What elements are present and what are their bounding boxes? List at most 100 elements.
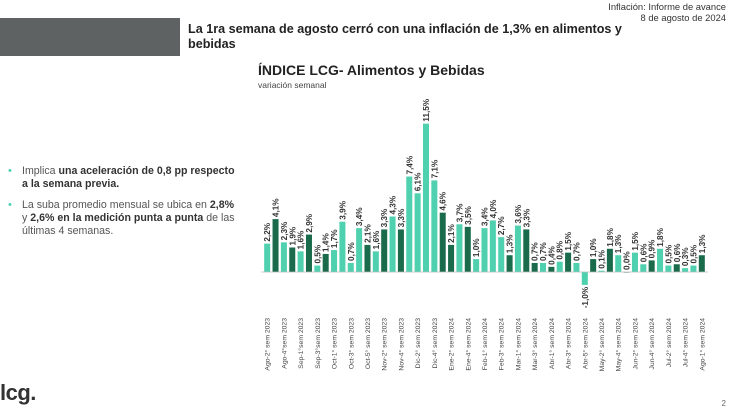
bar-value-label: 1,8% xyxy=(606,227,615,246)
category-tick-label: Sep-1°sem 2023 xyxy=(297,318,305,369)
bar xyxy=(331,250,338,272)
bar xyxy=(648,260,655,272)
header-accent-bar xyxy=(0,18,180,56)
bar xyxy=(565,252,572,272)
bar-value-label: 0,4% xyxy=(547,245,556,264)
bar-value-label: 1,4% xyxy=(322,233,331,252)
report-title: Inflación: Informe de avance xyxy=(608,1,726,12)
category-tick-label: Jul-2° sem 2024 xyxy=(665,318,673,367)
bullet-text-run: Implica xyxy=(22,165,59,177)
bar xyxy=(581,272,588,285)
bar xyxy=(389,216,396,272)
bar-value-label: 1,3% xyxy=(698,234,707,253)
bar xyxy=(556,261,563,272)
bar-value-label: 2,9% xyxy=(305,213,314,232)
bar xyxy=(631,252,638,272)
bar-value-label: 0,6% xyxy=(639,243,648,262)
bar-value-label: 1,0% xyxy=(472,238,481,257)
bar xyxy=(397,229,404,272)
bar-value-label: 0,6% xyxy=(673,243,682,262)
bar-value-label: 11,5% xyxy=(422,98,431,121)
category-tick-label: Jun-2° sem 2024 xyxy=(631,318,639,370)
chart-subtitle: variación semanal xyxy=(258,80,327,90)
bar-value-label: 4,0% xyxy=(489,199,498,218)
bar-value-label: 1,5% xyxy=(564,231,573,250)
bar-value-label: 4,3% xyxy=(389,195,398,214)
bar xyxy=(673,264,680,272)
bar xyxy=(372,251,379,272)
bar xyxy=(364,244,371,272)
bullet-text-run: una aceleración de 0,8 pp respecto a la … xyxy=(22,165,235,190)
bar-value-label: 0,5% xyxy=(664,244,673,263)
bar xyxy=(657,248,664,272)
bar xyxy=(322,253,329,272)
bar xyxy=(431,180,438,272)
category-tick-label: Oct-5° sem 2023 xyxy=(364,318,372,369)
bar-value-label: 3,3% xyxy=(522,208,531,227)
bar xyxy=(598,270,605,272)
bar xyxy=(690,265,697,272)
bar-value-label: 0,1% xyxy=(598,249,607,268)
bar xyxy=(481,228,488,272)
bar xyxy=(548,266,555,272)
category-tick-label: Oct-1° sem 2023 xyxy=(331,318,339,369)
bar xyxy=(640,264,647,272)
category-tick-label: Abr-3° sem 2024 xyxy=(565,318,573,369)
bar xyxy=(448,244,455,272)
bar xyxy=(540,262,547,272)
category-tick-label: Mar-3° sem 2024 xyxy=(531,318,539,370)
bar-value-label: 0,7% xyxy=(539,242,548,261)
bar-value-label: 1,8% xyxy=(656,227,665,246)
category-tick-label: Mar-1° sem 2024 xyxy=(514,318,522,370)
bar xyxy=(356,228,363,272)
report-info: Inflación: Informe de avance 8 de agosto… xyxy=(608,1,726,23)
bar-value-label: 7,1% xyxy=(430,159,439,178)
bar xyxy=(698,255,705,272)
bar-value-label: 3,9% xyxy=(338,200,347,219)
bar-value-label: 3,3% xyxy=(380,208,389,227)
bar-value-label: 6,1% xyxy=(414,172,423,191)
category-tick-label: Dic-2° sem 2023 xyxy=(414,318,422,369)
bullet-item: • Implica una aceleración de 0,8 pp resp… xyxy=(8,165,240,191)
bar xyxy=(514,225,521,272)
bar-value-label: 0,7% xyxy=(347,242,356,261)
bar-value-label: 2,1% xyxy=(447,224,456,243)
bar-value-label: 1,0% xyxy=(589,238,598,257)
bar xyxy=(606,248,613,272)
bar-value-label: 0,9% xyxy=(648,239,657,258)
bar-value-label: 3,7% xyxy=(455,203,464,222)
bar xyxy=(473,259,480,272)
bar-value-label: 1,9% xyxy=(288,226,297,245)
bar xyxy=(498,237,505,272)
bar xyxy=(573,262,580,272)
bar xyxy=(456,224,463,272)
bar-value-label: 0,0% xyxy=(623,251,632,270)
bullet-text-run: 2,8% xyxy=(209,199,235,211)
bar xyxy=(665,265,672,272)
bar-value-label: 4,6% xyxy=(439,191,448,210)
bar-value-label: 0,8% xyxy=(556,240,565,259)
bar-value-label: 0,3% xyxy=(681,247,690,266)
bullet-dot-icon: • xyxy=(8,199,12,211)
bar xyxy=(439,212,446,272)
bar xyxy=(615,255,622,272)
bar-value-label: 3,3% xyxy=(397,208,406,227)
bar-value-label: 1,3% xyxy=(506,234,515,253)
category-tick-label: May-4° sem 2024 xyxy=(615,318,623,372)
bar-value-label: 2,3% xyxy=(280,221,289,240)
category-tick-label: Ene-2° sem 2024 xyxy=(448,318,456,371)
bullet-text-run: La suba promedio mensual se ubica en xyxy=(22,199,210,211)
category-tick-label: Jul-4° sem 2024 xyxy=(682,318,690,367)
category-tick-label: Ago-4°sem 2023 xyxy=(280,318,288,369)
bullet-dot-icon: • xyxy=(8,165,12,177)
category-tick-label: Nov-4° sem 2023 xyxy=(397,318,405,371)
bullet-text: Implica una aceleración de 0,8 pp respec… xyxy=(22,165,240,191)
bullet-text-run: 2,6% en la medición punta a punta xyxy=(30,212,204,224)
bar-value-label: 1,5% xyxy=(631,231,640,250)
bar-value-label: 2,2% xyxy=(263,222,272,241)
bar-value-label: 1,6% xyxy=(372,230,381,249)
bar xyxy=(406,176,413,272)
bar xyxy=(531,262,538,272)
category-tick-label: Ago-2° sem 2023 xyxy=(264,318,272,371)
